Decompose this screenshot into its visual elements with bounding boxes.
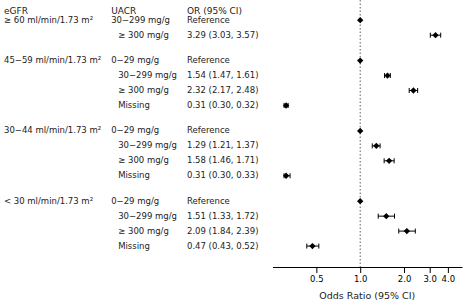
row-label: 30−299 mg/g	[118, 211, 177, 221]
value-label: 1.51 (1.33, 1.72)	[187, 211, 259, 221]
error-cap	[415, 229, 416, 234]
row-label: Missing	[118, 170, 150, 180]
row-label: ≥ 300 mg/g	[118, 155, 169, 165]
point-estimate	[283, 102, 289, 108]
error-cap	[384, 158, 385, 163]
point-estimate	[386, 158, 392, 164]
x-tick-mark	[404, 267, 405, 273]
value-label: Reference	[187, 125, 230, 135]
error-cap	[417, 88, 418, 93]
x-tick: 1.0	[354, 267, 368, 284]
x-tick-label: 0.5	[310, 274, 324, 284]
row-label: ≥ 300 mg/g	[118, 30, 169, 40]
point-estimate	[283, 173, 289, 179]
value-label: 1.58 (1.46, 1.71)	[187, 155, 259, 165]
point-estimate	[404, 228, 410, 234]
x-tick: 3.0	[423, 267, 437, 284]
row-label: 0−29 mg/g	[111, 196, 159, 206]
point-estimate	[383, 213, 389, 219]
error-cap	[430, 33, 431, 38]
table-text: eGFR≥ 60 ml/min/1.73 m²45−59 ml/min/1.73…	[4, 6, 259, 250]
point-estimate	[384, 72, 390, 78]
error-cap	[306, 244, 307, 249]
x-axis-line	[273, 267, 463, 268]
point-estimate	[373, 143, 379, 149]
error-cap	[398, 229, 399, 234]
error-cap	[378, 214, 379, 219]
error-cap	[409, 88, 410, 93]
x-tick-label: 3.0	[423, 274, 437, 284]
x-tick: 0.5	[310, 267, 324, 284]
group-label: 30−44 ml/min/1.73 m²	[4, 125, 101, 135]
group-label: ≥ 60 ml/min/1.73 m²	[4, 15, 93, 25]
row-label: 0−29 mg/g	[111, 55, 159, 65]
row-label: ≥ 300 mg/g	[118, 226, 169, 236]
error-cap	[290, 173, 291, 178]
error-cap	[394, 214, 395, 219]
group-label: < 30 ml/min/1.73 m²	[4, 196, 93, 206]
value-label: 1.29 (1.21, 1.37)	[187, 140, 259, 150]
value-label: 2.32 (2.17, 2.48)	[187, 85, 259, 95]
value-label: 3.29 (3.03, 3.57)	[187, 30, 259, 40]
point-estimate	[432, 32, 438, 38]
x-tick: 2.0	[398, 267, 412, 284]
row-label: 0−29 mg/g	[111, 125, 159, 135]
value-label: 0.47 (0.43, 0.52)	[187, 241, 259, 251]
error-cap	[380, 143, 381, 148]
error-cap	[318, 244, 319, 249]
point-estimate	[357, 17, 363, 23]
row-label: 30−299 mg/g	[118, 70, 177, 80]
x-tick-label: 4.0	[442, 274, 456, 284]
x-tick-label: 1.0	[354, 274, 368, 284]
row-label: 30−299 mg/g	[118, 140, 177, 150]
point-estimate	[357, 128, 363, 134]
point-estimate	[309, 243, 315, 249]
plot-area	[283, 0, 441, 267]
row-label: Missing	[118, 241, 150, 251]
value-label: Reference	[187, 196, 230, 206]
value-label: 1.54 (1.47, 1.61)	[187, 70, 259, 80]
x-tick-mark	[360, 267, 361, 273]
row-label: 30−299 mg/g	[111, 15, 170, 25]
x-tick-mark	[448, 267, 449, 273]
x-tick-mark	[316, 267, 317, 273]
error-cap	[394, 158, 395, 163]
value-label: 0.31 (0.30, 0.33)	[187, 170, 259, 180]
error-cap	[440, 33, 441, 38]
value-label: 0.31 (0.30, 0.32)	[187, 100, 259, 110]
point-estimate	[357, 198, 363, 204]
value-label: Reference	[187, 15, 230, 25]
point-estimate	[357, 57, 363, 63]
value-label: 2.09 (1.84, 2.39)	[187, 226, 259, 236]
x-tick-label: 2.0	[398, 274, 412, 284]
x-axis: 0.5 1.0 2.0 3.0 4.0	[273, 267, 463, 284]
group-label: 45−59 ml/min/1.73 m²	[4, 55, 101, 65]
row-label: ≥ 300 mg/g	[118, 85, 169, 95]
point-estimate	[410, 87, 416, 93]
chart: eGFR≥ 60 ml/min/1.73 m²45−59 ml/min/1.73…	[0, 0, 474, 307]
x-axis-title: Odds Ratio (95% CI)	[319, 290, 415, 301]
x-tick: 4.0	[442, 267, 456, 284]
row-label: Missing	[118, 100, 150, 110]
x-tick-mark	[430, 267, 431, 273]
error-cap	[372, 143, 373, 148]
value-label: Reference	[187, 55, 230, 65]
